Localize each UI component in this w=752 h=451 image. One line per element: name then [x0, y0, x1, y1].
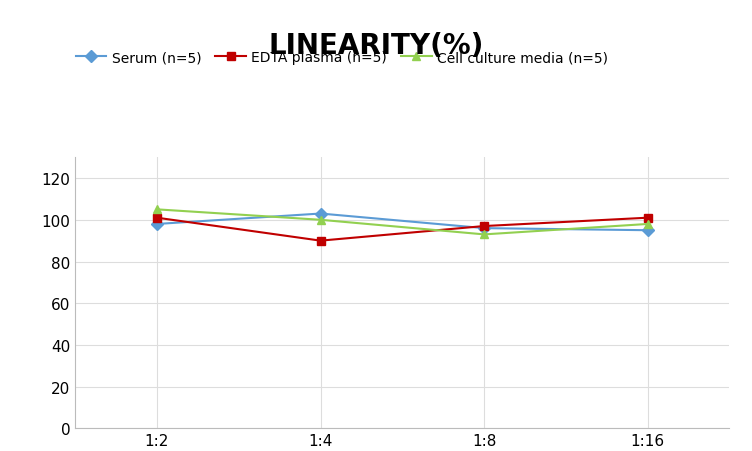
Cell culture media (n=5): [643, 222, 652, 227]
Legend: Serum (n=5), EDTA plasma (n=5), Cell culture media (n=5): Serum (n=5), EDTA plasma (n=5), Cell cul…: [76, 51, 608, 65]
Cell culture media (n=5): [316, 217, 325, 223]
EDTA plasma (n=5): [643, 216, 652, 221]
Line: Cell culture media (n=5): Cell culture media (n=5): [153, 206, 652, 239]
Cell culture media (n=5): [153, 207, 162, 212]
EDTA plasma (n=5): [316, 239, 325, 244]
EDTA plasma (n=5): [153, 216, 162, 221]
Line: EDTA plasma (n=5): EDTA plasma (n=5): [153, 214, 652, 245]
Cell culture media (n=5): [480, 232, 489, 238]
Serum (n=5): [316, 212, 325, 217]
Text: LINEARITY(%): LINEARITY(%): [268, 32, 484, 60]
Serum (n=5): [643, 228, 652, 234]
Serum (n=5): [153, 222, 162, 227]
Serum (n=5): [480, 226, 489, 231]
EDTA plasma (n=5): [480, 224, 489, 229]
Line: Serum (n=5): Serum (n=5): [153, 210, 652, 235]
